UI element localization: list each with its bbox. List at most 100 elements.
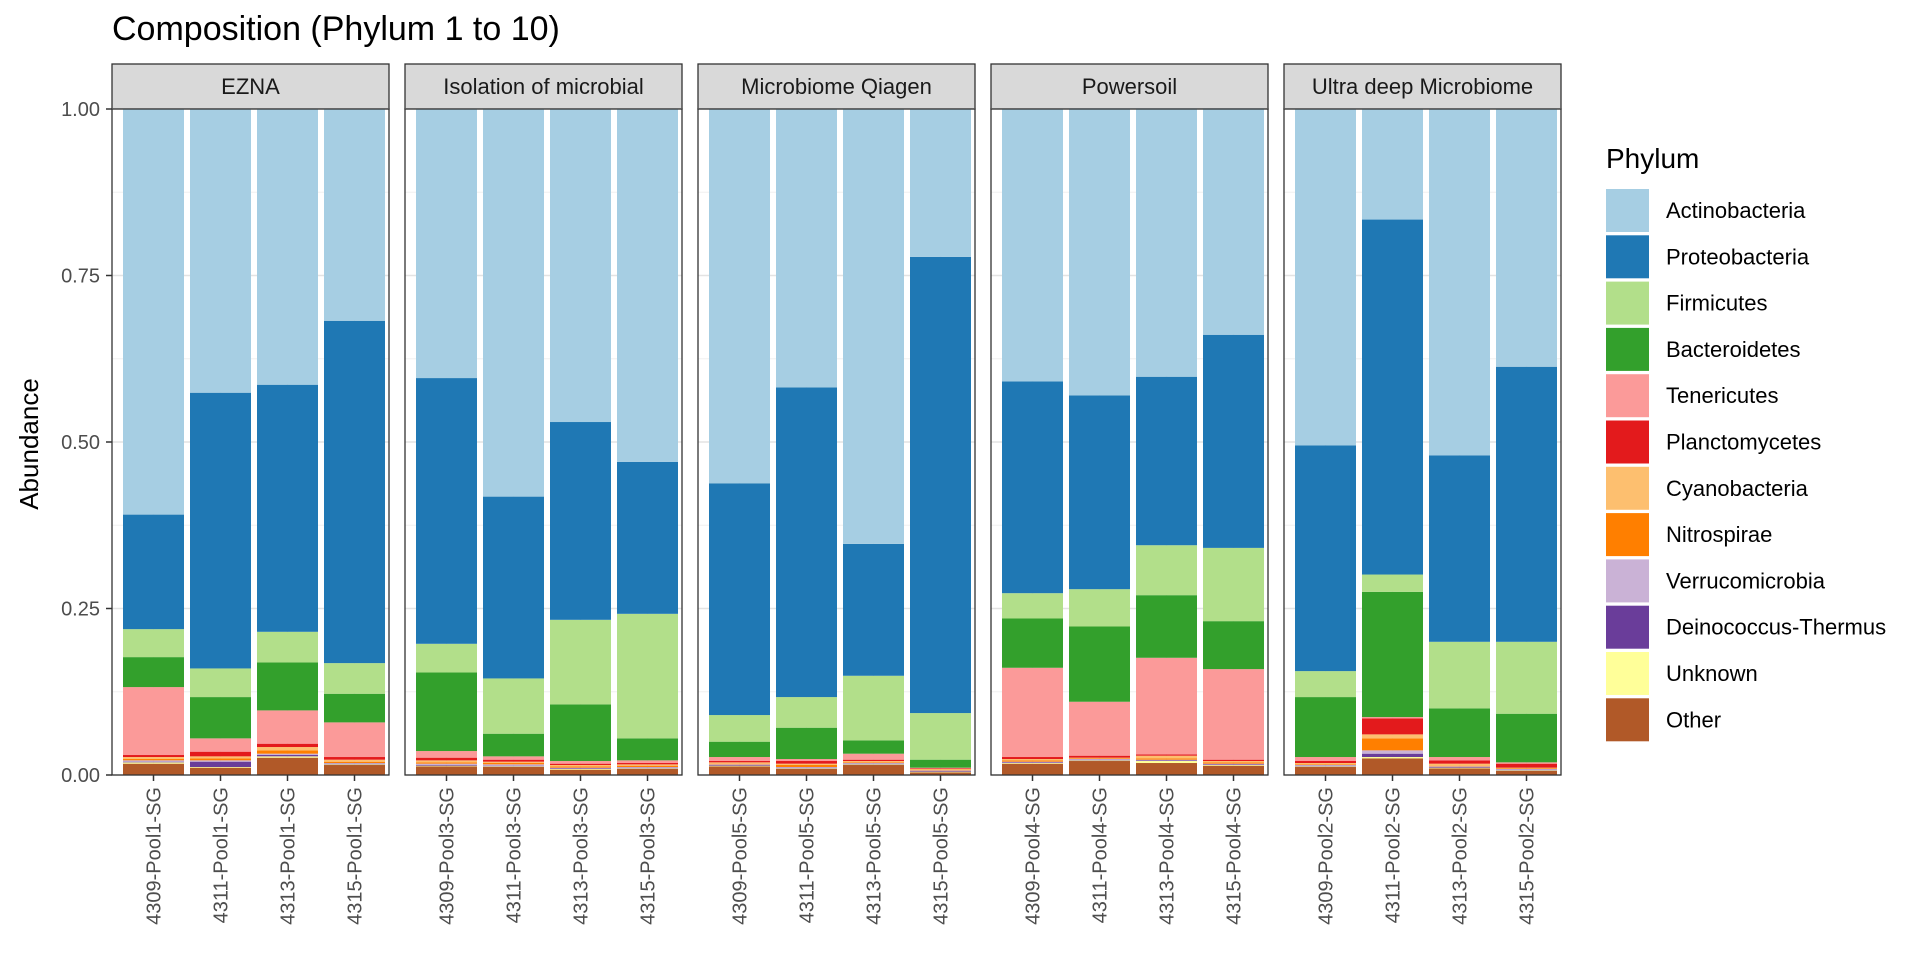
legend-label: Firmicutes <box>1666 291 1767 316</box>
bar-segment <box>416 760 477 763</box>
bar-segment <box>483 761 544 764</box>
bar-segment <box>123 762 184 764</box>
bar-segment <box>483 759 544 762</box>
bar-segment <box>1069 589 1130 627</box>
bar-segment <box>123 760 184 762</box>
legend-item: Deinococcus-Thermus <box>1606 605 1886 649</box>
bar-segment <box>123 657 184 688</box>
stacked-bar <box>1203 108 1264 775</box>
bar-segment <box>1496 770 1557 772</box>
bar-segment <box>324 320 385 664</box>
bar-segment <box>1069 701 1130 756</box>
legend-swatch <box>1606 327 1649 371</box>
bar-segment <box>1429 760 1490 764</box>
bar-segment <box>1362 734 1423 739</box>
legend: Phylum Actinobacteria Proteobacteria Firmi… <box>1606 143 1886 742</box>
x-tick-label: 4309-Pool4-SG <box>1023 787 1045 925</box>
bar-segment <box>1002 757 1063 760</box>
legend-title: Phylum <box>1606 143 1699 174</box>
bar-segment <box>910 109 971 257</box>
bar-segment <box>910 769 971 771</box>
bar-segment <box>257 750 318 754</box>
bar-segment <box>910 767 971 769</box>
bar-segment <box>617 109 678 462</box>
bar-segment <box>190 756 251 759</box>
bar-segment <box>1429 763 1490 766</box>
bar-segment <box>776 759 837 762</box>
legend-item: Firmicutes <box>1606 281 1767 325</box>
bar-segment <box>1136 758 1197 760</box>
bar-segment <box>776 767 837 768</box>
bar-segment <box>1429 641 1490 709</box>
bar-segment <box>190 751 251 757</box>
bar-segment <box>617 767 678 768</box>
legend-label: Planctomycetes <box>1666 430 1821 455</box>
bar-segment <box>1496 769 1557 771</box>
legend-item: Bacteroidetes <box>1606 327 1801 371</box>
bar-segment <box>617 763 678 765</box>
facet-strip <box>111 63 390 110</box>
y-tick-label: 1.00 <box>61 99 100 121</box>
facet-strip <box>1283 63 1562 110</box>
bar-segment <box>709 715 770 742</box>
bar-segment <box>1069 761 1130 775</box>
bar-segment <box>1136 761 1197 764</box>
y-axis-label: Abundance <box>14 378 44 510</box>
bar-segment <box>1069 395 1130 590</box>
bar-segment <box>123 755 184 758</box>
legend-label: Verrucomicrobia <box>1666 568 1826 593</box>
bar-segment <box>1429 708 1490 758</box>
bar-segment <box>416 763 477 766</box>
bar-segment <box>1496 763 1557 768</box>
stacked-bar <box>1429 109 1490 775</box>
facet-panel: Powersoil 4309-Pool4-SG 4311-Pool4-SG 4313-… <box>990 63 1269 925</box>
x-tick-label: 4311-Pool3-SG <box>504 787 526 923</box>
bar-segment <box>709 757 770 762</box>
bar-segment <box>843 763 904 764</box>
legend-swatch <box>1606 513 1649 557</box>
stacked-bar <box>1069 108 1130 775</box>
bar-segment <box>416 643 477 673</box>
bar-segment <box>550 109 611 423</box>
bar-segment <box>550 769 611 770</box>
bar-segment <box>123 757 184 760</box>
bar-segment <box>257 662 318 711</box>
bar-segment <box>1203 765 1264 766</box>
bar-segment <box>843 761 904 763</box>
bar-segment <box>910 771 971 772</box>
bar-segment <box>776 767 837 769</box>
stacked-bar <box>324 109 385 775</box>
y-tick-label: 0.25 <box>61 599 100 621</box>
bar-segment <box>843 675 904 741</box>
bar-segment <box>1362 718 1423 735</box>
bar-segment <box>550 767 611 769</box>
bar-segment <box>776 697 837 728</box>
bar-segment <box>416 751 477 758</box>
legend-item: Other <box>1606 698 1721 742</box>
bar-segment <box>1203 334 1264 548</box>
facet-panel: Microbiome Qiagen 4309-Pool5-SG 4311-Pool5… <box>697 63 976 925</box>
legend-swatch <box>1606 605 1649 649</box>
bar-segment <box>1295 766 1356 768</box>
bar-segment <box>257 710 318 744</box>
facet-strip-label: Isolation of microbial <box>443 74 644 99</box>
bar-segment <box>1295 763 1356 765</box>
bar-segment <box>1496 366 1557 642</box>
bar-segment <box>1496 713 1557 763</box>
bar-segment <box>1069 758 1130 760</box>
bar-segment <box>324 763 385 765</box>
bar-segment <box>416 109 477 379</box>
bar-segment <box>324 693 385 723</box>
bar-segment <box>1295 109 1356 446</box>
bar-segment <box>416 765 477 766</box>
bar-segment <box>1203 762 1264 764</box>
bar-segment <box>550 763 611 766</box>
bar-segment <box>1002 763 1063 764</box>
legend-item: Planctomycetes <box>1606 420 1821 464</box>
bar-segment <box>1136 595 1197 658</box>
bar-segment <box>709 741 770 758</box>
facet-strip-label: Powersoil <box>1082 74 1177 99</box>
bar-segment <box>1002 667 1063 758</box>
bar-segment <box>776 768 837 770</box>
